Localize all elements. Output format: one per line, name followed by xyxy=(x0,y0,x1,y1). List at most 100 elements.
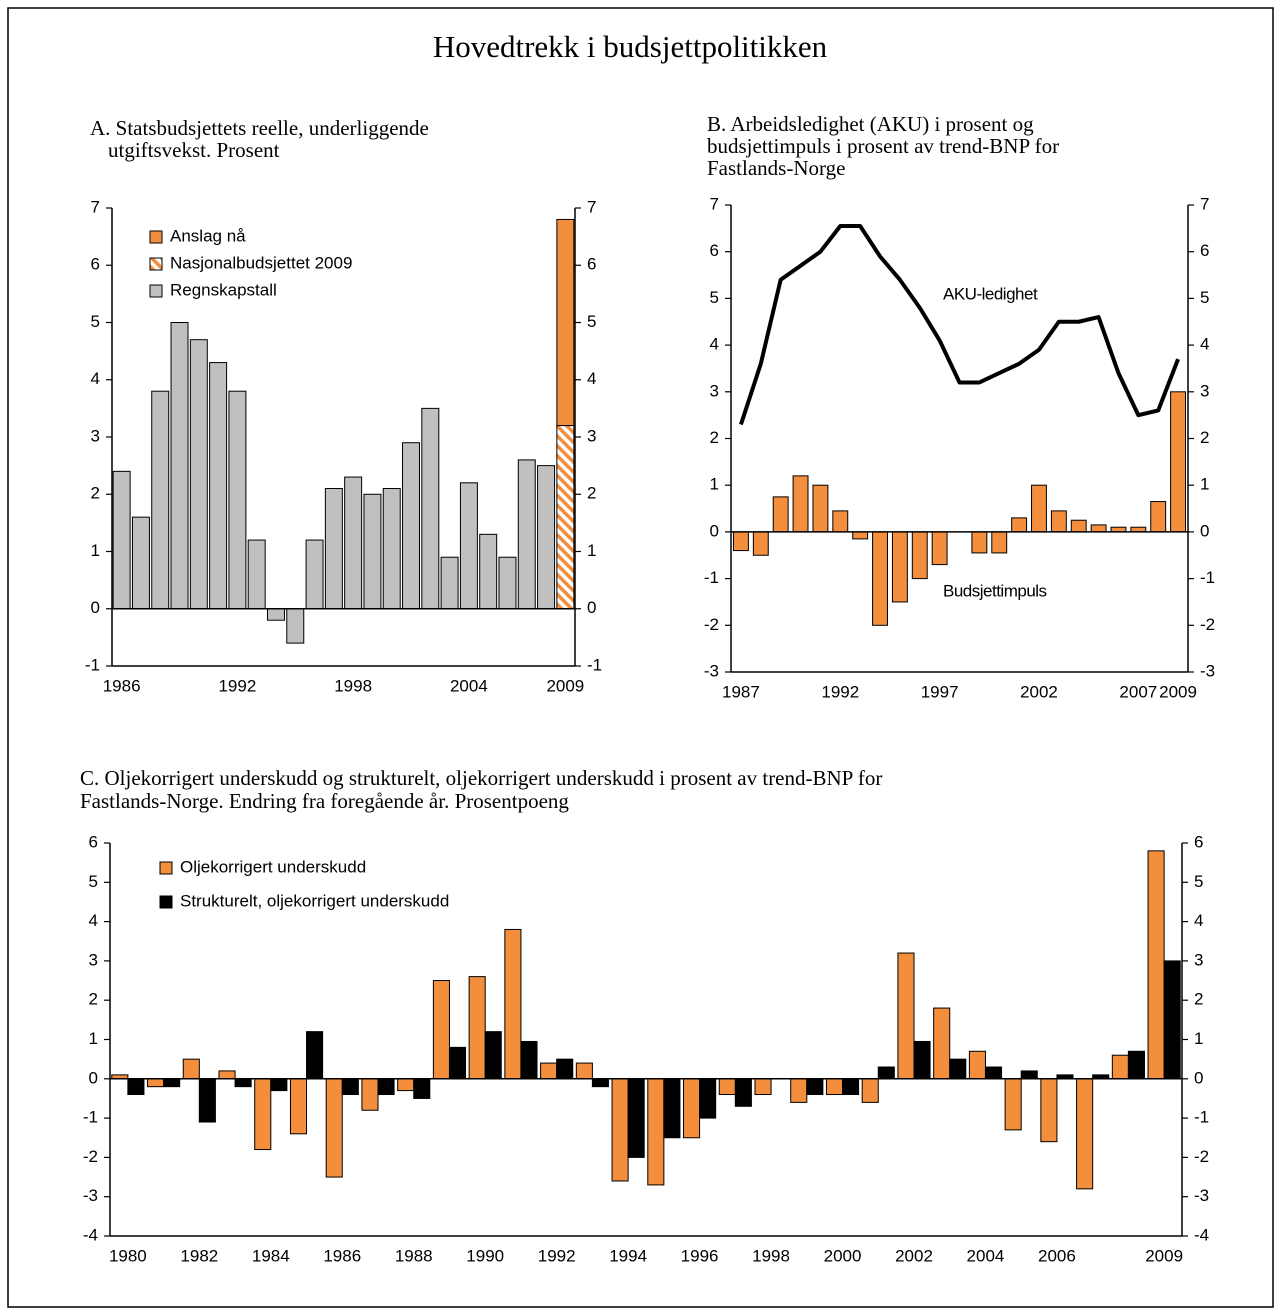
bar xyxy=(991,531,1008,554)
bar xyxy=(933,1007,951,1080)
bar xyxy=(663,1078,681,1139)
legend-label: Strukturelt, oljekorrigert underskudd xyxy=(180,891,449,910)
bar xyxy=(484,1031,502,1080)
y2-tick-label: 7 xyxy=(1200,194,1209,213)
panel-title: Fastlands-Norge. Endring fra foregående … xyxy=(80,789,569,813)
panel-title: utgiftsvekst. Prosent xyxy=(108,138,280,162)
x-tick-label: 1992 xyxy=(821,682,859,701)
bar xyxy=(891,531,908,603)
y-tick-label: 2 xyxy=(89,990,98,1009)
y2-tick-label: -2 xyxy=(1194,1147,1209,1166)
bar xyxy=(468,976,486,1080)
y2-tick-label: 3 xyxy=(1200,381,1209,400)
y2-tick-label: 4 xyxy=(587,369,596,388)
bar xyxy=(812,484,829,533)
x-tick-label: 2009 xyxy=(1145,1246,1183,1265)
x-tick-label: 2004 xyxy=(450,676,488,695)
x-tick-label: 2009 xyxy=(1159,682,1197,701)
x-tick-label: 1992 xyxy=(538,1246,576,1265)
y-tick-label: 3 xyxy=(89,950,98,969)
bar xyxy=(151,390,170,610)
bar xyxy=(861,1078,879,1103)
y-tick-label: 3 xyxy=(710,381,719,400)
bar xyxy=(699,1078,717,1119)
bar xyxy=(112,470,131,610)
bar xyxy=(872,531,888,626)
bar xyxy=(540,1062,558,1080)
bar xyxy=(683,1078,701,1139)
y2-tick-label: 6 xyxy=(1200,241,1209,260)
bar xyxy=(734,1078,752,1107)
bar xyxy=(1070,519,1087,533)
bar xyxy=(127,1078,145,1096)
bar xyxy=(931,531,948,566)
x-tick-label: 1982 xyxy=(180,1246,218,1265)
bar xyxy=(341,1078,359,1096)
bar xyxy=(718,1078,736,1096)
y-tick-label: 7 xyxy=(91,197,100,216)
y2-tick-label: 6 xyxy=(587,255,596,274)
bar xyxy=(325,1078,343,1178)
y2-tick-label: 2 xyxy=(1194,990,1203,1009)
bar xyxy=(1020,1070,1038,1080)
bar xyxy=(254,1078,272,1151)
bar xyxy=(382,488,401,610)
bar xyxy=(968,1050,986,1080)
panel-title: A. Statsbudsjettets reelle, underliggend… xyxy=(90,116,429,140)
y-tick-label: -1 xyxy=(85,655,100,674)
y-tick-label: 6 xyxy=(89,832,98,851)
y-tick-label: 1 xyxy=(710,475,719,494)
bar xyxy=(421,407,440,610)
bar xyxy=(163,1078,181,1088)
bar xyxy=(209,362,228,610)
frame xyxy=(7,7,1274,1308)
x-tick-label: 2002 xyxy=(1020,682,1058,701)
panel-title: budsjettimpuls i prosent av trend-BNP fo… xyxy=(707,134,1059,158)
bar xyxy=(984,1066,1003,1080)
figure-title: Hovedtrekk i budsjettpolitikken xyxy=(433,29,828,64)
y-tick-label: 1 xyxy=(89,1029,98,1048)
y2-tick-label: 0 xyxy=(1200,521,1209,540)
legend-swatch xyxy=(149,284,163,298)
y-tick-label: 6 xyxy=(710,241,719,260)
y2-tick-label: -2 xyxy=(1200,615,1215,634)
bar xyxy=(517,459,536,610)
x-tick-label: 1996 xyxy=(681,1246,719,1265)
bar xyxy=(1040,1078,1058,1143)
bar xyxy=(218,1070,236,1080)
legend-label: Anslag nå xyxy=(170,226,246,245)
x-tick-label: 1984 xyxy=(252,1246,290,1265)
bar xyxy=(361,1078,379,1111)
bar xyxy=(247,539,266,610)
series-label: Budsjettimpuls xyxy=(943,581,1047,600)
bar xyxy=(852,531,869,540)
bar xyxy=(611,1078,629,1182)
x-tick-label: 1994 xyxy=(609,1246,647,1265)
y-tick-label: -3 xyxy=(704,661,719,680)
bar xyxy=(1150,501,1167,533)
bar xyxy=(1163,960,1181,1080)
bar xyxy=(363,493,382,610)
bar xyxy=(772,496,789,533)
legend-swatch xyxy=(159,895,173,909)
bar xyxy=(1170,391,1187,533)
bar xyxy=(344,476,363,610)
y-tick-label: -3 xyxy=(83,1186,98,1205)
bar xyxy=(170,322,189,610)
bar xyxy=(402,442,421,610)
bar xyxy=(1127,1050,1145,1080)
legend-swatch xyxy=(159,861,173,875)
y2-tick-label: 5 xyxy=(1200,288,1209,307)
y2-tick-label: 2 xyxy=(587,484,596,503)
bar xyxy=(591,1078,609,1088)
series-label: AKU-ledighet xyxy=(943,284,1038,303)
bar xyxy=(1147,850,1165,1080)
y2-tick-label: -1 xyxy=(1194,1108,1209,1127)
bar xyxy=(413,1078,431,1099)
y2-tick-label: 4 xyxy=(1200,335,1209,354)
bar xyxy=(377,1078,395,1096)
legend-label: Regnskapstall xyxy=(170,280,277,299)
x-tick-label: 1987 xyxy=(722,682,760,701)
x-tick-label: 1997 xyxy=(921,682,959,701)
bar xyxy=(971,531,988,554)
